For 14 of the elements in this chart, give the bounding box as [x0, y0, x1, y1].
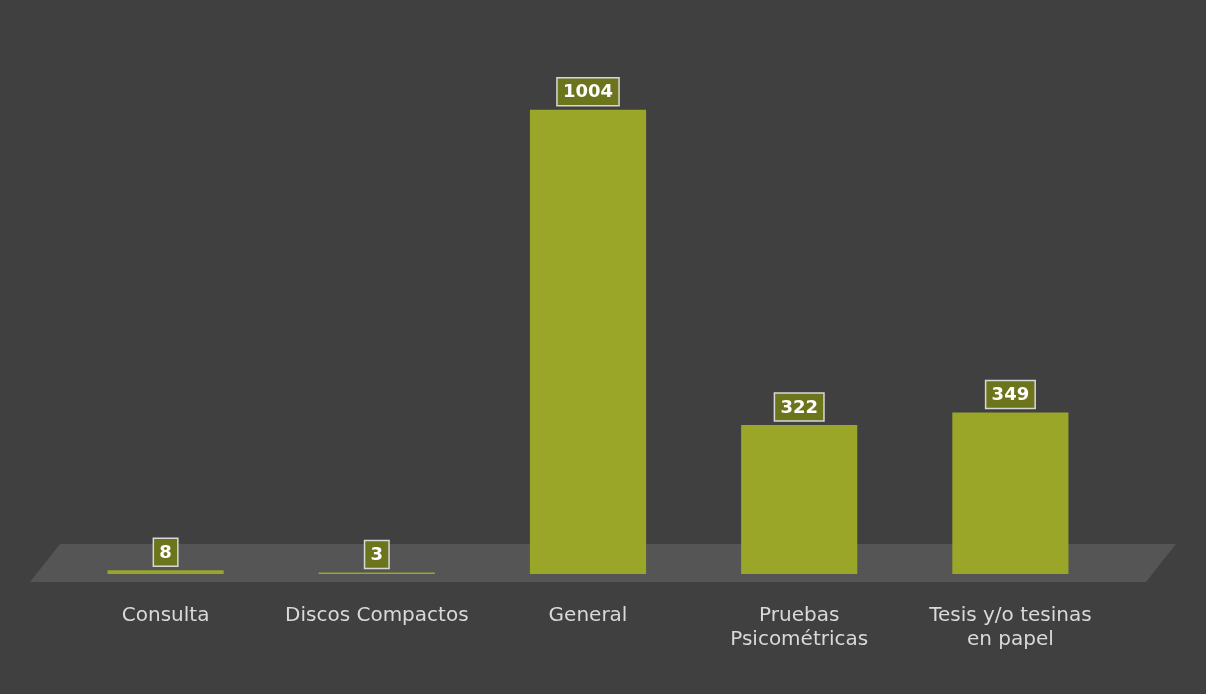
data-label: 349 — [991, 383, 1030, 405]
x-tick-label: General — [548, 602, 628, 627]
bar — [952, 412, 1069, 574]
bar — [107, 570, 224, 574]
x-tick-label: Consulta — [121, 602, 210, 627]
data-label: 3 — [370, 543, 384, 565]
data-label: 1004 — [562, 80, 614, 102]
x-tick-label: Discos Compactos — [285, 602, 469, 627]
data-label: 322 — [780, 395, 818, 417]
x-tick-label: Tesis y/o tesinas en papel — [928, 602, 1092, 651]
data-label: 8 — [159, 540, 172, 562]
x-tick-label: Pruebas Psicométricas — [730, 602, 869, 651]
bar — [529, 109, 647, 574]
bar — [741, 425, 858, 574]
